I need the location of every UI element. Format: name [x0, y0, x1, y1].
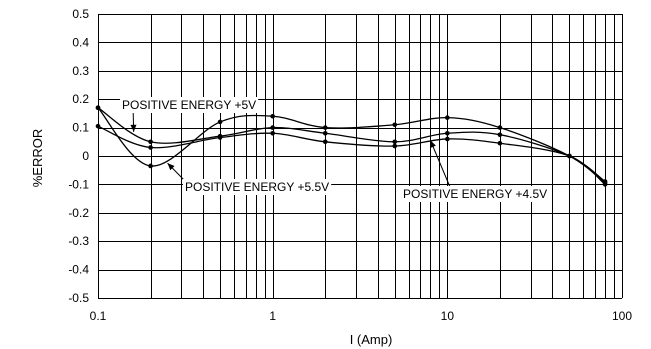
y-tick-label: 0.4: [72, 35, 89, 49]
y-tick-label: 0.5: [72, 7, 89, 21]
annotation-label-bg: [183, 179, 332, 195]
annotation-arrowhead: [430, 140, 436, 148]
data-point: [392, 143, 398, 149]
data-point: [270, 125, 275, 130]
data-point: [567, 153, 572, 159]
y-tick-label: 0.3: [72, 64, 89, 78]
data-point: [445, 130, 450, 136]
y-tick-label: 0.1: [72, 121, 89, 135]
grid-layer: [98, 14, 623, 299]
x-tick-label: 1: [269, 309, 276, 323]
y-tick-label: 0.2: [72, 92, 89, 106]
x-axis-title: I (Amp): [350, 332, 393, 347]
series-line-0: [97, 107, 606, 183]
data-point: [445, 115, 450, 120]
y-tick-label: -0.5: [68, 291, 89, 305]
data-point: [392, 139, 398, 145]
data-point: [95, 123, 101, 129]
y-tick-label: -0.3: [68, 234, 89, 248]
data-point: [217, 119, 223, 125]
annotation-label: POSITIVE ENERGY +4.5V: [403, 187, 547, 201]
x-tick-labels: 0.1 1 10 100: [90, 309, 633, 323]
series-line-1: [97, 107, 606, 184]
data-point: [497, 125, 503, 130]
data-point: [445, 136, 450, 142]
data-point: [322, 139, 328, 145]
data-point: [270, 130, 275, 136]
series-line-2: [97, 125, 606, 185]
data-point: [148, 145, 153, 150]
annotation-label: POSITIVE ENERGY +5V: [122, 98, 256, 112]
data-point: [270, 113, 275, 119]
y-tick-label: -0.2: [68, 206, 89, 220]
data-point: [602, 182, 608, 187]
data-point: [148, 139, 153, 145]
y-tick-label: -0.4: [68, 263, 89, 277]
data-point: [148, 163, 153, 169]
data-point: [497, 132, 503, 137]
y-axis-title: %ERROR: [30, 129, 45, 188]
annotation-arrowhead: [167, 163, 175, 171]
data-point: [95, 105, 101, 111]
y-tick-labels: 0.5 0.4 0.3 0.2 0.1 0 -0.1 -0.2 -0.3 -0.4 -0.5: [68, 7, 89, 305]
data-point: [217, 135, 223, 140]
data-point: [322, 130, 328, 136]
annotation-label-bg: [120, 97, 259, 113]
x-tick-label: 10: [441, 309, 455, 323]
data-point: [392, 122, 398, 128]
y-tick-label: 0: [82, 149, 89, 163]
y-tick-label: -0.1: [68, 177, 89, 191]
x-tick-label: 0.1: [90, 309, 107, 323]
data-point: [497, 140, 503, 146]
series-layer: [95, 105, 608, 187]
annotation-label-bg: [401, 186, 550, 202]
x-tick-label: 100: [612, 309, 632, 323]
annotation-arrow: [429, 140, 451, 188]
annotation-arrowhead: [130, 124, 137, 132]
annotation-label: POSITIVE ENERGY +5.5V: [185, 180, 329, 194]
data-point: [322, 125, 328, 130]
annotation-layer: POSITIVE ENERGY +5V POSITIVE ENERGY +5.5V…: [120, 97, 550, 202]
